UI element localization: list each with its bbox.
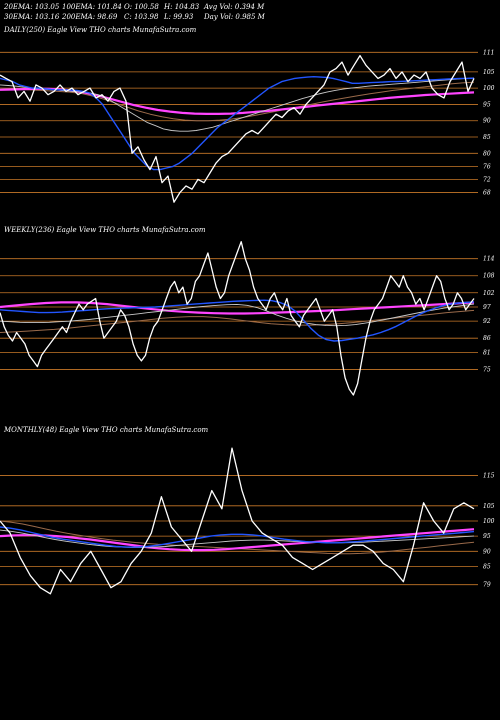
ytick-label-0-2: 100 — [483, 85, 495, 92]
ytick-label-1-7: 75 — [483, 366, 491, 373]
stat-ema30: 30EMA: 103.16 — [4, 13, 60, 21]
ytick-label-2-1: 105 — [483, 503, 495, 510]
ytick-label-1-5: 86 — [483, 335, 491, 342]
series-ema_short-2 — [0, 526, 475, 548]
ytick-label-2-5: 85 — [483, 563, 491, 570]
series-ema_long-1 — [0, 301, 475, 315]
ytick-label-0-6: 80 — [483, 150, 491, 157]
series-ema_dark-0 — [0, 81, 475, 122]
stat-low: L: 99.93 — [164, 13, 194, 21]
ytick-label-0-9: 68 — [483, 189, 491, 196]
series-ema_mid-2 — [0, 529, 475, 548]
ytick-label-0-7: 76 — [483, 163, 491, 170]
stat-dayvol: Day Vol: 0.985 M — [204, 13, 265, 21]
series-ema_short-0 — [0, 75, 475, 171]
ytick-label-1-4: 92 — [483, 318, 491, 325]
ytick-label-0-1: 105 — [483, 69, 495, 76]
ytick-label-2-3: 95 — [483, 533, 491, 540]
ytick-label-1-0: 114 — [483, 256, 495, 263]
series-ema_dark-1 — [0, 309, 475, 333]
series-ema_short-1 — [0, 299, 475, 342]
ytick-label-0-8: 72 — [483, 176, 491, 183]
ytick-label-1-6: 81 — [483, 349, 491, 356]
daily-panel-label: DAILY(250) Eagle View THO charts MunafaS… — [4, 26, 197, 34]
series-price-1 — [0, 241, 475, 396]
stat-high: H: 104.83 — [164, 3, 200, 11]
monthly-panel-label: MONTHLY(48) Eagle View THO charts Munafa… — [4, 426, 209, 434]
stat-ema100: 100EMA: 101.84 — [62, 3, 122, 11]
stat-close: C: 103.98 — [124, 13, 159, 21]
ytick-label-1-2: 102 — [483, 290, 495, 297]
stat-avgvol: Avg Vol: 0.394 M — [204, 3, 265, 11]
series-price-2 — [0, 447, 475, 595]
series-ema_long-2 — [0, 528, 475, 552]
stat-ema200: 200EMA: 98.69 — [62, 13, 118, 21]
series-ema_mid-0 — [0, 77, 475, 132]
series-price-0 — [0, 54, 475, 203]
ytick-label-0-4: 90 — [483, 118, 491, 125]
ytick-label-2-2: 100 — [483, 518, 495, 525]
ytick-label-2-6: 79 — [483, 582, 491, 589]
stat-open: O: 100.58 — [124, 3, 159, 11]
ytick-label-0-3: 95 — [483, 101, 491, 108]
weekly-panel-label: WEEKLY(236) Eagle View THO charts Munafa… — [4, 226, 206, 234]
ytick-label-2-0: 115 — [483, 472, 495, 479]
ytick-label-0-5: 85 — [483, 134, 491, 141]
ytick-label-0-0: 111 — [483, 49, 494, 56]
stat-ema20: 20EMA: 103.05 — [4, 3, 60, 11]
ytick-label-2-4: 90 — [483, 548, 491, 555]
series-ema_mid-1 — [0, 303, 475, 327]
ytick-label-1-3: 97 — [483, 304, 491, 311]
ytick-label-1-1: 108 — [483, 273, 495, 280]
